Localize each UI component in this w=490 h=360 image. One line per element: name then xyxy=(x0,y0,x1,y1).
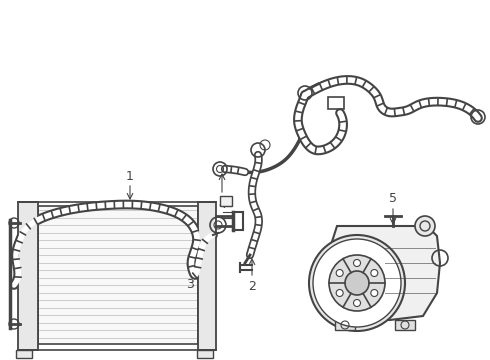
Circle shape xyxy=(336,289,343,297)
Circle shape xyxy=(371,270,378,276)
Circle shape xyxy=(309,235,405,331)
Circle shape xyxy=(329,255,385,311)
Circle shape xyxy=(336,270,343,276)
Bar xyxy=(335,320,355,330)
Circle shape xyxy=(353,260,361,266)
Text: 3: 3 xyxy=(186,278,194,291)
Bar xyxy=(197,350,213,358)
Text: 5: 5 xyxy=(389,192,397,204)
Bar xyxy=(395,320,415,330)
Circle shape xyxy=(353,300,361,306)
Circle shape xyxy=(371,289,378,297)
Bar xyxy=(16,350,32,358)
Text: 1: 1 xyxy=(126,170,134,183)
Text: 4: 4 xyxy=(218,198,226,211)
Polygon shape xyxy=(330,226,440,320)
Bar xyxy=(38,206,198,344)
Bar xyxy=(328,97,344,109)
Circle shape xyxy=(313,239,401,327)
Bar xyxy=(220,196,232,206)
Text: 2: 2 xyxy=(248,279,256,292)
Bar xyxy=(18,202,38,350)
Bar xyxy=(198,202,216,350)
Circle shape xyxy=(415,216,435,236)
Circle shape xyxy=(345,271,369,295)
